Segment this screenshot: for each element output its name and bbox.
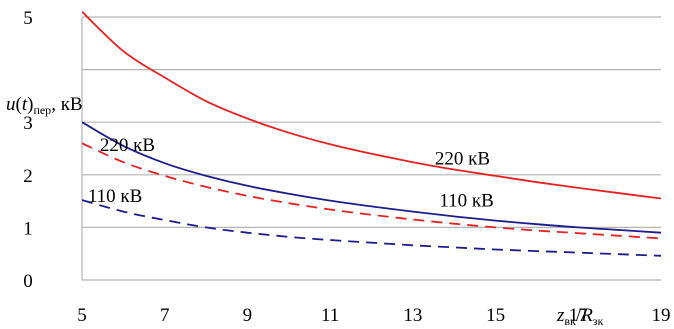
x-axis-label: zвк/Rзк [556,305,604,328]
y-axis-label: u(t)пер, кВ [6,94,83,117]
annotation-ann-110-left: 110 кВ [88,186,142,207]
annotation-ann-220-upper: 220 кВ [435,148,490,169]
series-group [82,11,662,257]
x-tick-label-5: 5 [77,305,87,326]
y-tick-label-2: 2 [23,166,33,187]
x-tick-label-19: 19 [652,305,671,326]
x-tick-label-15: 15 [486,305,505,326]
y-tick-labels: 0 1 2 3 5 [23,8,33,292]
series-line-r-solid [82,11,662,200]
y-axis-label-symbol: u [6,94,16,115]
gridlines [81,16,661,281]
x-axis-label-denominator: R [580,305,593,326]
x-tick-label-17: 17 [569,305,588,326]
x-axis-label-slash: / [576,305,582,326]
y-axis-label-subscript: пер [33,103,51,117]
y-axis-label-open: ( [16,94,22,115]
x-tick-label-7: 7 [160,305,170,326]
series-line-b-solid [82,121,662,234]
series-line-b-dash [82,199,662,257]
x-tick-label-13: 13 [403,305,422,326]
x-axis-label-denominator-sub: зк [593,314,604,328]
y-tick-label-5: 5 [23,8,33,29]
y-tick-label-0: 0 [23,271,33,292]
annotation-ann-220-lower: 220 кВ [100,135,155,156]
y-axis-label-unit: , кВ [51,94,82,115]
annotation-ann-110-right: 110 кВ [439,190,493,211]
y-axis-label-t: t [22,94,28,115]
y-tick-label-3: 3 [23,113,33,134]
y-tick-label-1: 1 [23,218,33,239]
annotations: 220 кВ 220 кВ 110 кВ 110 кВ [88,135,494,211]
x-tick-label-9: 9 [243,305,253,326]
x-axis-label-numerator-sub: вк [564,314,576,328]
x-tick-labels: 5 7 9 11 13 15 17 19 [77,305,670,326]
x-axis-label-numerator: z [556,305,565,326]
series-line-r-dash [82,142,662,240]
y-axis-label-close: ) [27,94,33,115]
x-tick-label-11: 11 [321,305,339,326]
